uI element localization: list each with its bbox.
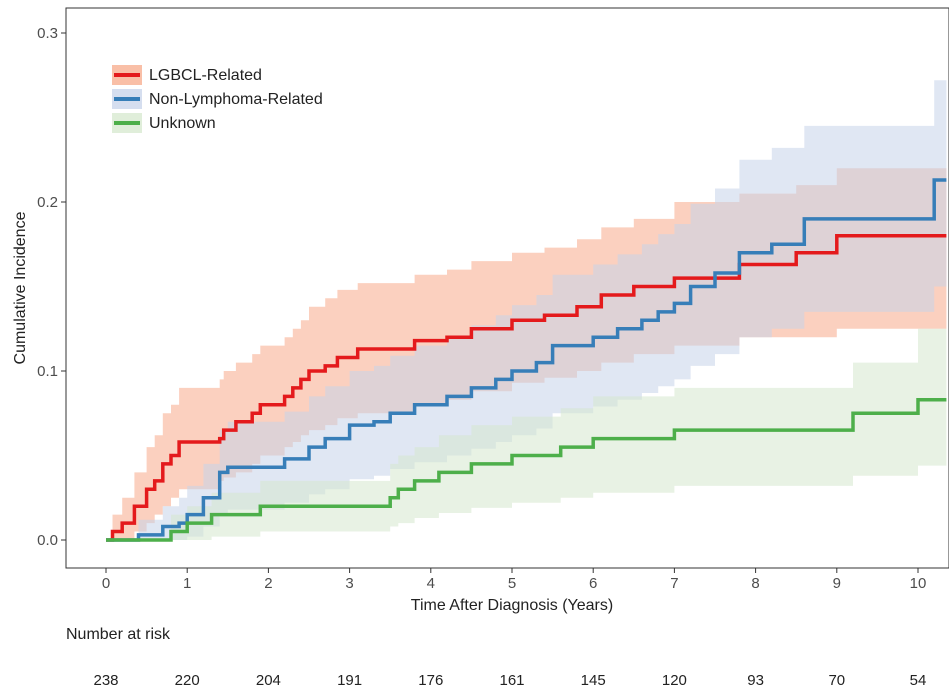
risk-table-value: 70	[828, 672, 845, 689]
incidence-lines	[106, 178, 947, 542]
x-axis-title: Time After Diagnosis (Years)	[411, 597, 613, 614]
risk-table-value: 220	[175, 672, 200, 689]
y-tick-label: 0.2	[37, 194, 58, 211]
x-tick-label: 1	[183, 575, 191, 592]
x-axis: 0 1 2 3 4 5 6 7 8 9 10	[102, 568, 927, 592]
x-tick-label: 3	[345, 575, 353, 592]
risk-table-value: 161	[499, 672, 524, 689]
y-tick-label: 0.1	[37, 363, 58, 380]
x-tick-label: 4	[427, 575, 435, 592]
x-tick-label: 9	[833, 575, 841, 592]
confidence-bands	[106, 75, 947, 541]
y-tick-label: 0.3	[37, 25, 58, 42]
risk-table-value: 191	[337, 672, 362, 689]
risk-table-value: 204	[256, 672, 281, 689]
legend-label: LGBCL-Related	[149, 67, 262, 84]
risk-table-value: 238	[93, 672, 118, 689]
legend-label: Non-Lymphoma-Related	[149, 91, 323, 108]
risk-table-value: 93	[747, 672, 764, 689]
y-axis: 0.0 0.1 0.2 0.3	[37, 25, 66, 549]
y-axis-title: Cumulative Incidence	[12, 211, 29, 364]
risk-table-value: 54	[910, 672, 927, 689]
line-series-1	[106, 234, 947, 542]
x-tick-label: 0	[102, 575, 110, 592]
x-tick-label: 5	[508, 575, 516, 592]
x-tick-label: 7	[670, 575, 678, 592]
legend-label: Unknown	[149, 115, 216, 132]
x-tick-label: 6	[589, 575, 597, 592]
risk-table-value: 145	[581, 672, 606, 689]
risk-table-title: Number at risk	[66, 626, 171, 643]
plot-panel-border	[65, 7, 949, 569]
x-tick-label: 2	[264, 575, 272, 592]
x-tick-label: 10	[910, 575, 927, 592]
y-tick-label: 0.0	[37, 532, 58, 549]
risk-table-value: 120	[662, 672, 687, 689]
x-tick-label: 8	[751, 575, 759, 592]
band-series-2	[106, 75, 947, 540]
legend: LGBCL-Related Non-Lymphoma-Related Unknown	[112, 65, 323, 133]
risk-table-values: 238 220 204 191 176 161 145 120 93 70 54	[93, 672, 926, 689]
line-series-3	[106, 397, 947, 542]
risk-table-value: 176	[418, 672, 443, 689]
band-series-3	[106, 328, 947, 540]
line-series-2	[106, 178, 947, 542]
